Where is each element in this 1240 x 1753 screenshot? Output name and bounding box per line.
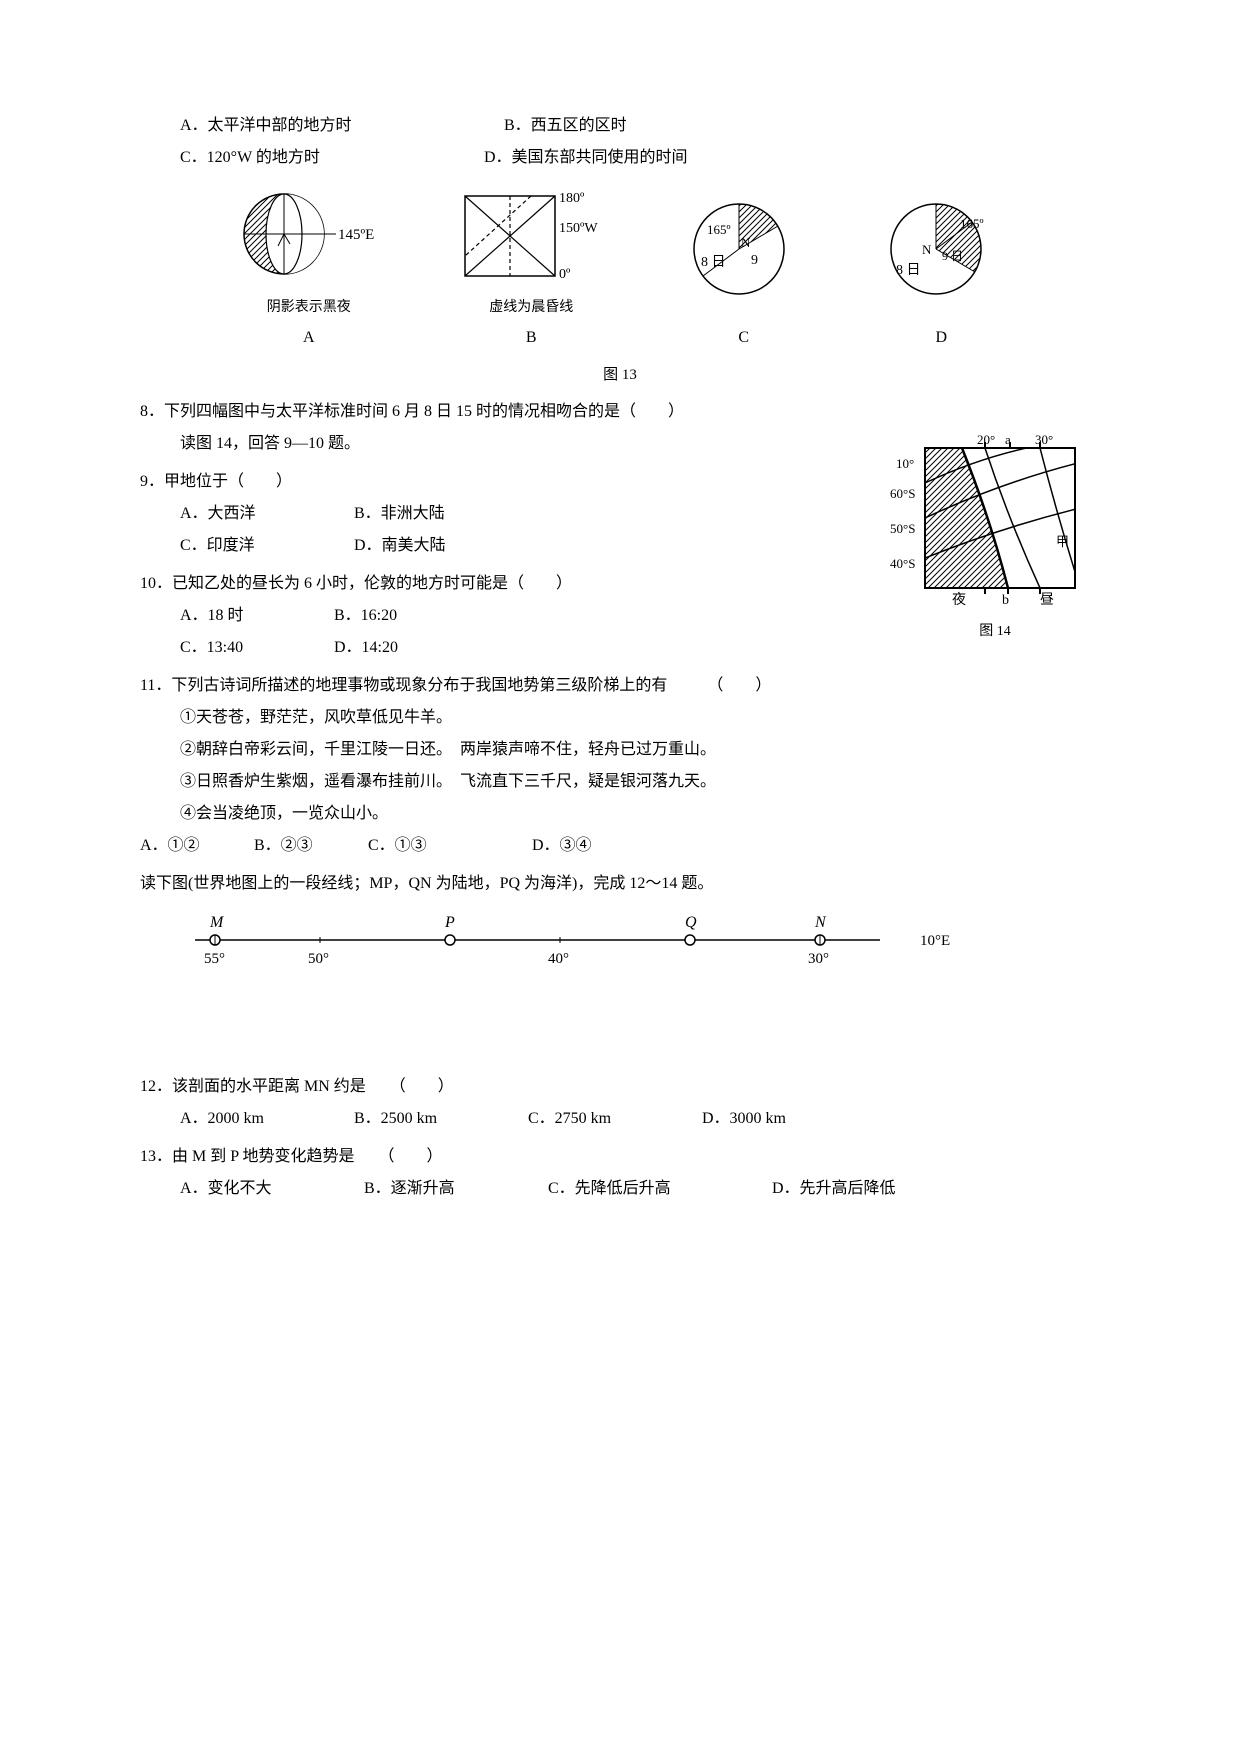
q11-c: C．①③ — [368, 830, 528, 862]
meridian-line-figure: M P Q N 55° 50° 40° 30° 10°E — [160, 905, 980, 975]
q11-b: B．②③ — [254, 830, 364, 862]
q9-q10-block: 读图 14，回答 9—10 题。 9．甲地位于（ ） A．大西洋 B．非洲大陆 … — [140, 428, 1100, 664]
read-12-14: 读下图(世界地图上的一段经线；MP，QN 为陆地，PQ 为海洋)，完成 12～1… — [140, 868, 1100, 900]
q11-l4: ④会当凌绝顶，一览众山小。 — [180, 798, 1100, 830]
q11-l1: ①天苍苍，野茫茫，风吹草低见牛羊。 — [180, 702, 1100, 734]
fig13-c-letter: C — [738, 322, 749, 354]
top-option-row-2: C．120°W 的地方时 D．美国东部共同使用的时间 — [180, 142, 1100, 174]
q10-c: C．13:40 — [180, 632, 290, 664]
q11-l3: ③日照香炉生紫烟，遥看瀑布挂前川。 飞流直下三千尺，疑是银河落九天。 — [180, 766, 1100, 798]
q10-b: B．16:20 — [334, 600, 397, 632]
q9-b: B．非洲大陆 — [354, 498, 445, 530]
q13-c: C．先降低后升高 — [548, 1173, 728, 1205]
q10-d: D．14:20 — [334, 632, 398, 664]
top-option-row: A．太平洋中部的地方时 B．西五区的区时 — [180, 110, 1100, 142]
fig14: 20° a 30° 10° 60°S 50°S 40°S 甲 夜 b 昼 图 1… — [890, 428, 1100, 664]
q12-d: D．3000 km — [702, 1103, 786, 1135]
q13-stem: 13．由 M 到 P 地势变化趋势是 （ ） — [140, 1141, 1100, 1173]
opt-a: A．太平洋中部的地方时 — [180, 110, 460, 142]
fig14-60s: 60°S — [890, 486, 915, 501]
q12-c: C．2750 km — [528, 1103, 658, 1135]
fig13-c: 165º N 8 日 9 C — [679, 194, 809, 354]
q9-d: D．南美大陆 — [354, 530, 446, 562]
hline-55: 55° — [204, 951, 225, 967]
fig13-c-n: N — [741, 235, 751, 250]
fig13-a: 145ºE 阴影表示黑夜 A — [234, 184, 384, 354]
fig13-d: 165º N 8 日 9 日 D — [876, 194, 1006, 354]
q12-a: A．2000 km — [180, 1103, 310, 1135]
fig13-c-8: 8 日 — [701, 255, 726, 270]
fig14-caption: 图 14 — [890, 618, 1100, 646]
fig13-d-letter: D — [935, 322, 947, 354]
fig14-10: 10° — [896, 456, 914, 471]
q13-d: D．先升高后降低 — [772, 1173, 896, 1205]
fig13-b-150w: 150ºW — [559, 221, 598, 236]
fig13-d-n: N — [922, 242, 932, 257]
q11-a: A．①② — [140, 830, 250, 862]
q11-stem: 11．下列古诗词所描述的地理事物或现象分布于我国地势第三级阶梯上的有 （ ） — [140, 670, 1100, 702]
fig14-50s: 50°S — [890, 521, 915, 536]
opt-d: D．美国东部共同使用的时间 — [484, 142, 688, 174]
hline-m: M — [209, 914, 225, 931]
q13-a: A．变化不大 — [180, 1173, 320, 1205]
q8-read: 读图 14，回答 9—10 题。 — [180, 428, 890, 460]
hline-50: 50° — [308, 951, 329, 967]
fig13-b-0: 0º — [559, 267, 571, 282]
q8-stem: 8．下列四幅图中与太平洋标准时间 6 月 8 日 15 时的情况相吻合的是（ ） — [140, 396, 1100, 428]
fig14-jia: 甲 — [1056, 534, 1069, 549]
fig13-b-letter: B — [526, 322, 537, 354]
q9-c: C．印度洋 — [180, 530, 310, 562]
hline-10e: 10°E — [920, 933, 950, 949]
q12-b: B．2500 km — [354, 1103, 484, 1135]
fig13-a-note: 阴影表示黑夜 — [267, 294, 351, 322]
fig14-zhou: 昼 — [1040, 593, 1054, 608]
figure-13-row: 145ºE 阴影表示黑夜 A 180º 150ºW 0º 虚线为晨昏线 B — [200, 184, 1040, 354]
fig13-d-165: 165º — [960, 216, 984, 231]
opt-c: C．120°W 的地方时 — [180, 142, 440, 174]
fig14-20: 20° — [977, 432, 995, 447]
q12-stem: 12．该剖面的水平距离 MN 约是 （ ） — [140, 1071, 1100, 1103]
fig13-b-180: 180º — [559, 191, 585, 206]
fig13-b: 180º 150ºW 0º 虚线为晨昏线 B — [451, 184, 611, 354]
q10-stem: 10．已知乙处的昼长为 6 小时，伦敦的地方时可能是（ ） — [140, 568, 890, 600]
q11-l2: ②朝辞白帝彩云间，千里江陵一日还。 两岸猿声啼不住，轻舟已过万重山。 — [180, 734, 1100, 766]
fig13-c-165: 165º — [707, 222, 731, 237]
q9-stem: 9．甲地位于（ ） — [140, 466, 890, 498]
fig13-d-9: 9 日 — [942, 249, 963, 263]
q11-options: A．①② B．②③ C．①③ D．③④ — [140, 830, 1100, 862]
fig13-b-note: 虚线为晨昏线 — [489, 294, 573, 322]
q13-b: B．逐渐升高 — [364, 1173, 504, 1205]
hline-n: N — [814, 914, 827, 931]
fig14-b: b — [1002, 593, 1009, 608]
fig13-a-label-longitude: 145ºE — [338, 227, 374, 243]
q10-a: A．18 时 — [180, 600, 290, 632]
hline-30: 30° — [808, 951, 829, 967]
hline-p: P — [444, 914, 455, 931]
q9-a: A．大西洋 — [180, 498, 310, 530]
fig13-caption: 图 13 — [140, 360, 1100, 390]
fig13-d-8: 8 日 — [896, 263, 921, 278]
fig13-c-9: 9 — [751, 253, 758, 268]
fig14-40s: 40°S — [890, 556, 915, 571]
opt-b: B．西五区的区时 — [504, 110, 627, 142]
fig14-ye: 夜 — [952, 592, 966, 608]
hline-40: 40° — [548, 951, 569, 967]
fig14-30: 30° — [1035, 432, 1053, 447]
hline-q: Q — [685, 914, 697, 931]
q11-d: D．③④ — [532, 830, 592, 862]
fig13-a-letter: A — [303, 322, 315, 354]
